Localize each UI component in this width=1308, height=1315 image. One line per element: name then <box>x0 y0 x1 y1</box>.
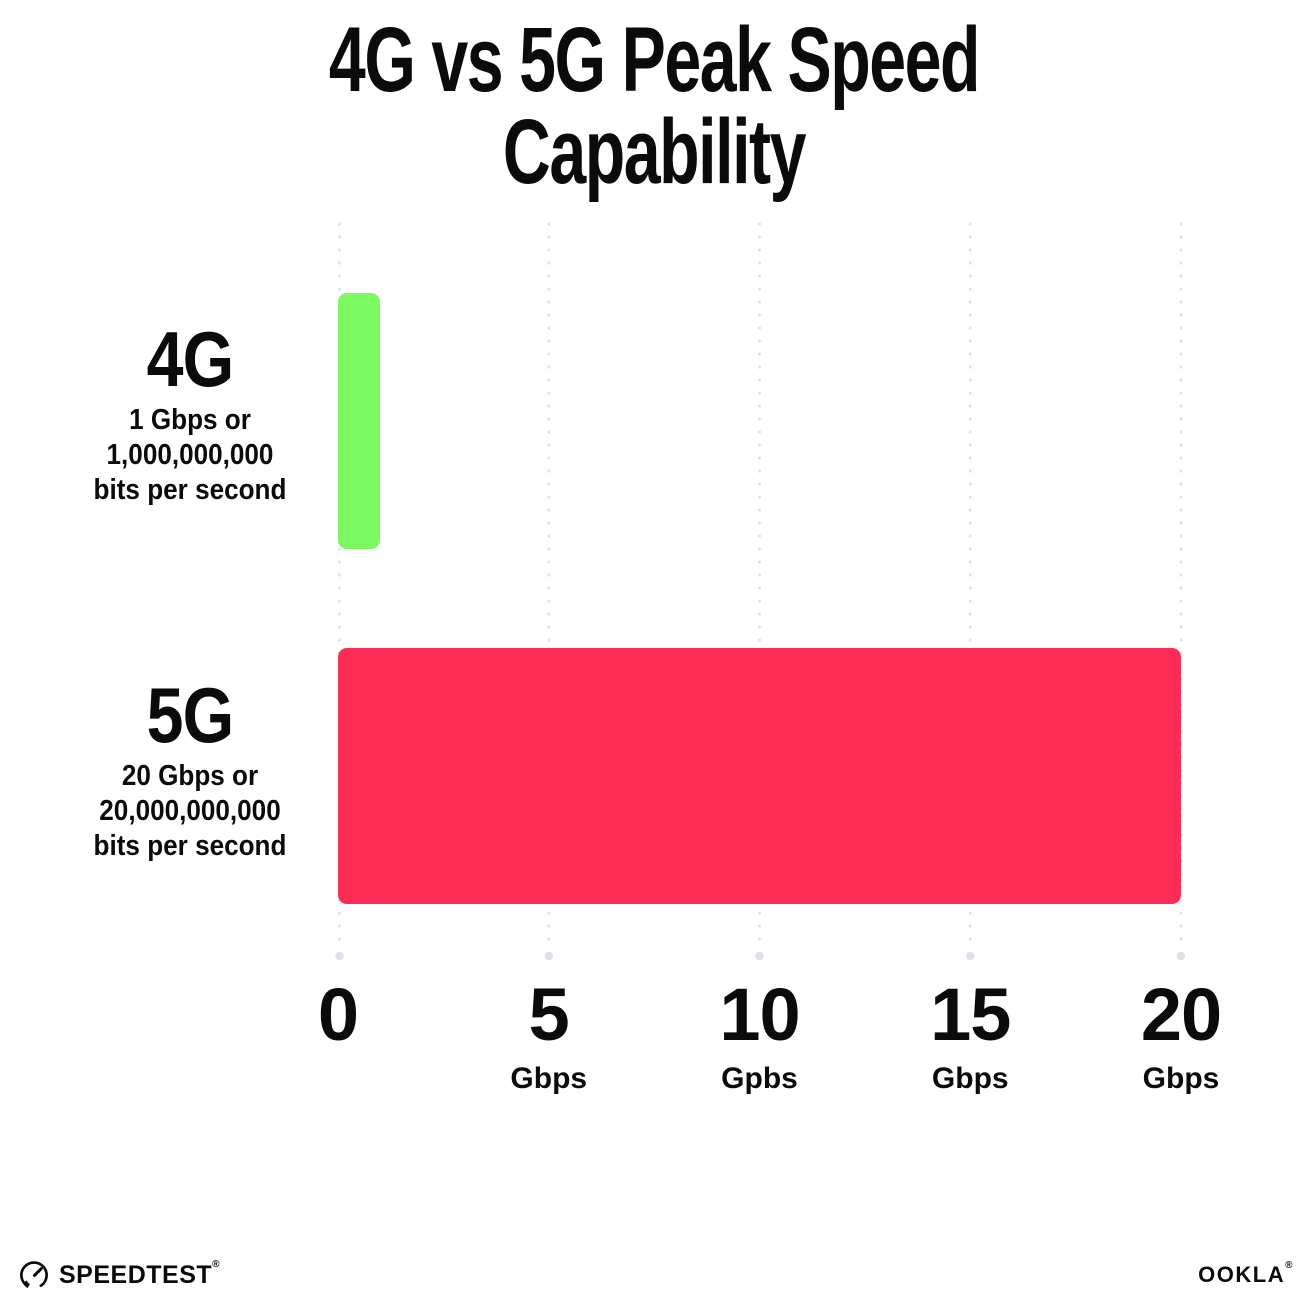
trademark-symbol: ® <box>1285 1260 1294 1271</box>
x-tick-value: 15 <box>930 973 1011 1056</box>
x-tick-value: 10 <box>719 973 800 1056</box>
x-tick-value: 5 <box>528 973 570 1056</box>
chart-title: 4G vs 5G Peak Speed Capability <box>328 9 981 203</box>
trademark-symbol: ® <box>212 1258 221 1270</box>
sublabel-line: 20 Gbps or <box>121 760 259 792</box>
speedtest-wordmark: SPEEDTEST® <box>59 1258 221 1289</box>
sublabel-line: bits per second <box>93 830 287 862</box>
sublabel-line: bits per second <box>93 474 287 506</box>
ookla-wordmark: OOKLA <box>1198 1262 1286 1287</box>
x-tick-value: 20 <box>1140 973 1222 1056</box>
sublabel-line: 1 Gbps or <box>129 404 251 436</box>
x-tick-10: 10 Gpbs <box>630 978 890 1096</box>
bar-sublabel-4g: 1 Gbps or 1,000,000,000 bits per second <box>46 403 334 508</box>
x-tick-unit: Gbps <box>510 1062 588 1095</box>
gridline-end-dot <box>966 951 975 961</box>
bar-4g <box>338 293 381 549</box>
sublabel-line: 1,000,000,000 <box>106 439 274 471</box>
gridline-end-dot <box>335 951 344 961</box>
bar-name-4g: 4G <box>146 315 235 403</box>
bar-label-block-5g: 5G 20 Gbps or 20,000,000,000 bits per se… <box>30 676 350 864</box>
gridline-end-dot <box>1176 951 1186 961</box>
speedometer-gauge-icon <box>20 1261 48 1289</box>
x-tick-value: 0 <box>317 973 359 1056</box>
gridlines <box>335 222 1186 961</box>
gridline-end-dot <box>544 951 553 961</box>
x-tick-15: 15 Gbps <box>840 978 1100 1096</box>
bar-label-block-4g: 4G 1 Gbps or 1,000,000,000 bits per seco… <box>30 320 350 508</box>
sublabel-line: 20,000,000,000 <box>99 795 281 827</box>
ookla-logo: OOKLA® <box>1198 1260 1294 1288</box>
x-tick-unit: Gbps <box>1142 1062 1220 1095</box>
x-tick-unit: Gbps <box>931 1062 1009 1095</box>
x-tick-unit: Gpbs <box>721 1062 798 1095</box>
bar-name-5g: 5G <box>146 671 235 759</box>
bar-5g <box>338 648 1181 904</box>
gridline-end-dot <box>755 951 764 961</box>
plot-area <box>335 222 1186 962</box>
bar-sublabel-5g: 20 Gbps or 20,000,000,000 bits per secon… <box>46 759 334 864</box>
x-tick-20: 20 Gbps <box>1051 978 1308 1096</box>
x-tick-5: 5 Gbps <box>419 978 679 1096</box>
speedtest-logo: SPEEDTEST® <box>18 1259 220 1291</box>
x-tick-0: 0 <box>208 978 468 1052</box>
